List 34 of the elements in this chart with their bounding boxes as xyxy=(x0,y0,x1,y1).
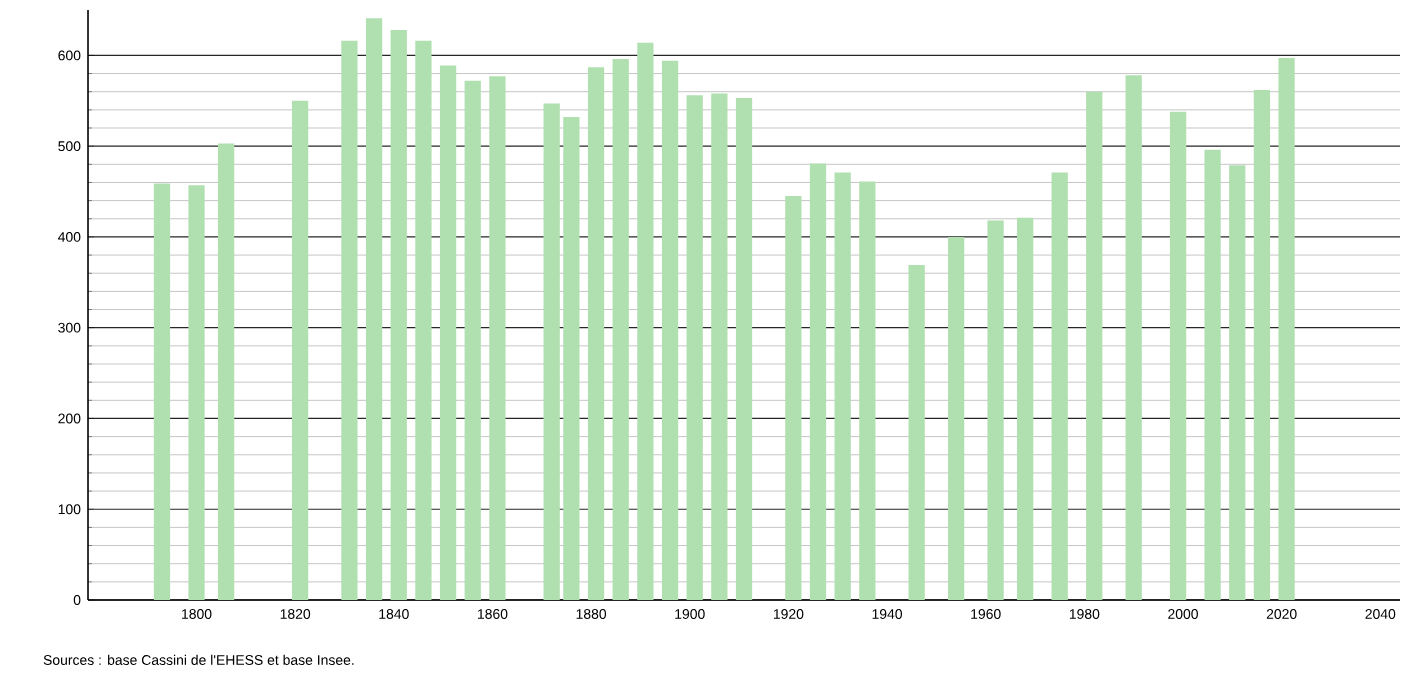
bar xyxy=(341,40,358,600)
bar xyxy=(735,98,753,600)
bar xyxy=(291,100,309,600)
bar xyxy=(834,172,851,600)
bar xyxy=(390,29,407,600)
bar xyxy=(1086,91,1103,600)
bar xyxy=(415,40,432,600)
bar xyxy=(1051,172,1068,600)
bar xyxy=(489,76,506,600)
bar xyxy=(947,236,965,600)
bar xyxy=(153,183,171,600)
bar xyxy=(987,220,1004,600)
bar xyxy=(217,143,235,600)
bar xyxy=(785,196,802,600)
bar xyxy=(908,265,925,600)
bar xyxy=(661,60,679,600)
bar xyxy=(859,181,876,600)
bar xyxy=(637,42,654,600)
bar xyxy=(711,93,728,600)
bar xyxy=(612,59,629,600)
bar xyxy=(1229,165,1246,600)
bar xyxy=(1253,89,1271,600)
bar xyxy=(464,80,481,600)
bar xyxy=(1278,58,1295,600)
bar xyxy=(1125,75,1142,600)
bar xyxy=(587,67,605,600)
bar xyxy=(1204,149,1221,600)
bar xyxy=(365,18,383,600)
bar xyxy=(1017,217,1034,600)
bar xyxy=(809,163,827,600)
bar xyxy=(1169,111,1187,600)
bar xyxy=(686,95,703,600)
bar xyxy=(188,185,205,600)
bar xyxy=(439,65,457,600)
